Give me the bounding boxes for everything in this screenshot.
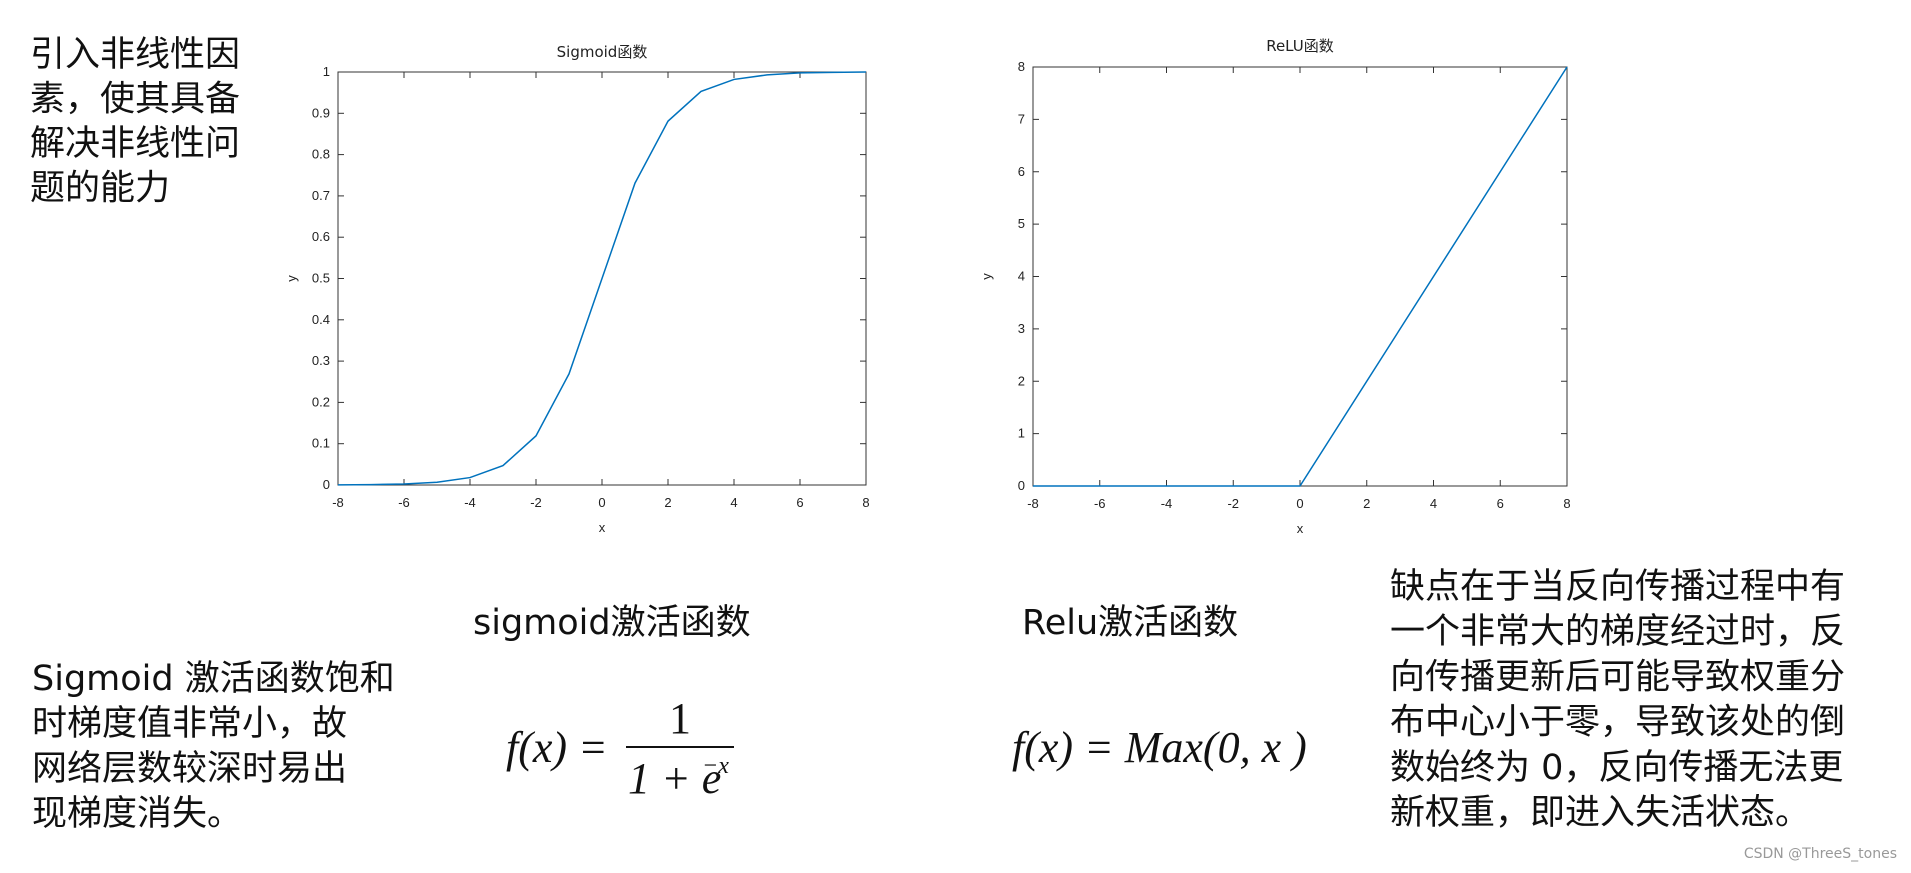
note-text: 现梯度消失。: [32, 794, 242, 834]
y-tick-label: 0.6: [312, 229, 330, 244]
y-tick-label: 0.9: [312, 105, 330, 120]
x-tick-label: 0: [1296, 496, 1303, 511]
plot-frame: [1032, 66, 1568, 487]
y-tick-label: 7: [1018, 111, 1025, 126]
note-text: 数始终为 0，反向传播无法更: [1390, 748, 1843, 788]
y-tick-label: 0: [323, 477, 330, 492]
y-tick-label: 0.3: [312, 353, 330, 368]
note-text: 新权重，即进入失活状态。: [1390, 793, 1810, 833]
y-tick-label: 0.1: [312, 436, 330, 451]
note-text: 向传播更新后可能导致权重分: [1390, 657, 1845, 697]
relu-formula: f(x) = Max(0, x ): [1012, 723, 1307, 772]
formula-exponent: −x: [702, 753, 729, 779]
y-tick-label: 5: [1018, 216, 1025, 231]
y-tick-label: 0.8: [312, 147, 330, 162]
relu-caption: Relu激活函数: [1022, 603, 1238, 643]
intro-text: 题的能力: [30, 169, 170, 209]
y-tick-label: 0: [1018, 478, 1025, 493]
x-tick-label: -2: [1227, 496, 1239, 511]
x-tick-label: -2: [530, 495, 542, 510]
formula-lhs: f(x) =: [506, 723, 608, 772]
y-tick-label: 0.5: [312, 271, 330, 286]
data-line: [1033, 66, 1568, 487]
x-tick-label: -8: [332, 495, 344, 510]
x-tick-label: -6: [398, 495, 410, 510]
y-axis-label: y: [284, 275, 299, 282]
y-tick-label: 1: [323, 64, 330, 79]
chart-title: ReLU函数: [1266, 37, 1334, 55]
x-tick-label: 2: [1363, 496, 1370, 511]
x-tick-label: 2: [664, 495, 671, 510]
chart-title: Sigmoid函数: [557, 43, 648, 61]
x-axis-label: x: [599, 520, 606, 535]
x-tick-label: -4: [464, 495, 476, 510]
intro-text: 引入非线性因: [30, 35, 240, 75]
note-text: 布中心小于零，导致该处的倒: [1390, 703, 1845, 743]
x-tick-label: -4: [1161, 496, 1173, 511]
y-axis-label: y: [979, 273, 994, 280]
x-tick-label: 8: [1563, 496, 1570, 511]
x-tick-label: 4: [1430, 496, 1437, 511]
y-tick-label: 8: [1018, 59, 1025, 74]
y-tick-label: 0.4: [312, 312, 330, 327]
y-tick-label: 1: [1018, 426, 1025, 441]
intro-text: 素，使其具备: [30, 80, 240, 120]
x-tick-label: 6: [1497, 496, 1504, 511]
y-tick-label: 6: [1018, 164, 1025, 179]
y-tick-label: 0.7: [312, 188, 330, 203]
y-tick-label: 3: [1018, 321, 1025, 336]
x-tick-label: 0: [598, 495, 605, 510]
note-text: 一个非常大的梯度经过时，反: [1390, 612, 1845, 652]
x-tick-label: 8: [862, 495, 869, 510]
intro-text: 解决非线性问: [30, 124, 240, 164]
data-line: [337, 71, 867, 486]
note-text: 缺点在于当反向传播过程中有: [1390, 567, 1845, 607]
y-tick-label: 2: [1018, 373, 1025, 388]
sigmoid-caption: sigmoid激活函数: [473, 603, 751, 643]
note-text: 网络层数较深时易出: [32, 749, 347, 789]
x-tick-label: -6: [1094, 496, 1106, 511]
formula-denominator: 1 + e: [628, 754, 721, 803]
y-tick-label: 0.2: [312, 394, 330, 409]
x-tick-label: 6: [796, 495, 803, 510]
watermark: CSDN @ThreeS_tones: [1744, 846, 1897, 862]
x-tick-label: 4: [730, 495, 737, 510]
formula-numerator: 1: [669, 694, 691, 743]
x-axis-label: x: [1297, 521, 1304, 536]
note-text: 时梯度值非常小，故: [32, 704, 347, 744]
x-tick-label: -8: [1027, 496, 1039, 511]
y-tick-label: 4: [1018, 269, 1025, 284]
note-text: Sigmoid 激活函数饱和: [32, 659, 395, 699]
